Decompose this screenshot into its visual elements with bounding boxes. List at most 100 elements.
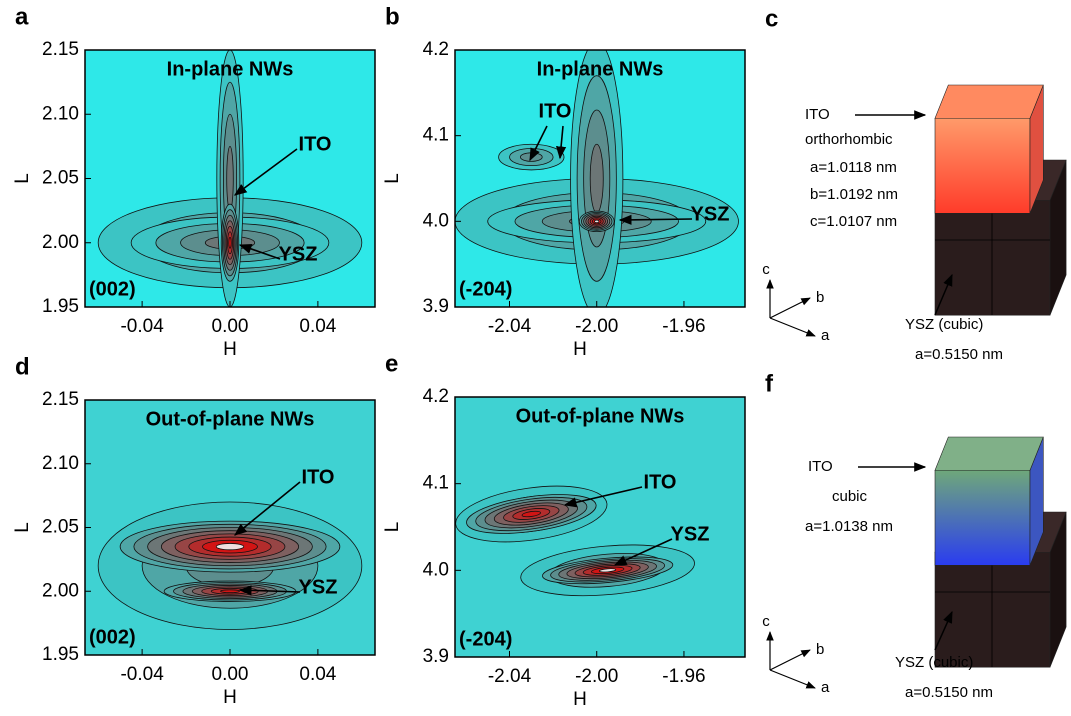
panel-letter: c: [765, 5, 778, 32]
contour-map: [85, 50, 375, 307]
annotation: YSZ: [671, 523, 710, 545]
y-tick-label: 2.05: [42, 517, 79, 538]
film-cube: [934, 117, 1031, 214]
x-tick-label: -0.04: [120, 664, 164, 685]
annotation: YSZ: [299, 576, 338, 598]
axis-label: c: [762, 613, 770, 630]
arrow: [238, 585, 301, 596]
arrow: [555, 125, 567, 160]
contour: [599, 568, 617, 573]
annotation: ITO: [539, 100, 572, 122]
substrate-cube: [934, 551, 1051, 668]
annotation: ITO: [299, 133, 332, 155]
annotation: YSZ: [279, 243, 318, 265]
y-tick-label: 2.05: [42, 168, 79, 189]
ysz-label: YSZ (cubic): [905, 316, 983, 333]
annotation: ITO: [302, 466, 335, 488]
ysz-label: YSZ (cubic): [895, 654, 973, 671]
arrow: [618, 214, 693, 225]
arrow: [934, 610, 953, 651]
arrow: [234, 481, 301, 536]
axis-arrow: [769, 649, 811, 671]
contour: [215, 543, 245, 551]
contour: [220, 589, 240, 594]
panel-tag: (002): [89, 626, 136, 648]
contour-map: [85, 400, 375, 655]
panel-letter: b: [385, 3, 400, 30]
arrow: [563, 486, 643, 508]
y-tick-label: 2.00: [42, 580, 79, 601]
y-tick-label: 2.00: [42, 232, 79, 253]
y-tick-label: 3.9: [423, 296, 449, 317]
y-tick-label: 2.15: [42, 389, 79, 410]
x-tick-label: 0.00: [212, 664, 249, 685]
panel-tag: (002): [89, 278, 136, 300]
substrate-cube: [934, 199, 1051, 316]
y-tick-label: 3.9: [423, 646, 449, 667]
y-axis-label: L: [12, 522, 33, 533]
axis-arrow: [769, 297, 811, 319]
axis-label: a: [821, 327, 830, 344]
ito-label: c=1.0107 nm: [810, 213, 897, 230]
ito-label: ITO: [805, 106, 830, 123]
panel-title: Out-of-plane NWs: [146, 408, 315, 430]
axis-label: a: [821, 679, 830, 696]
axis-arrow: [769, 669, 816, 689]
ito-label: a=1.0118 nm: [810, 159, 897, 176]
arrow: [238, 243, 281, 260]
film-cube: [934, 84, 1044, 119]
y-tick-label: 4.2: [423, 386, 449, 407]
x-tick-label: -2.04: [488, 666, 532, 687]
ysz-label: a=0.5150 nm: [915, 346, 1003, 363]
ito-label: ITO: [808, 458, 833, 475]
arrow: [613, 538, 673, 566]
arrow: [934, 273, 953, 316]
film-cube: [934, 469, 1031, 566]
axis-label: c: [762, 261, 770, 278]
x-tick-label: 0.04: [299, 316, 336, 337]
x-tick-label: 0.04: [299, 664, 336, 685]
panel-title: Out-of-plane NWs: [516, 405, 685, 427]
y-tick-label: 1.95: [42, 644, 79, 665]
contour-map: [455, 50, 745, 307]
y-axis-label: L: [382, 173, 403, 184]
axis-label: b: [816, 641, 824, 658]
y-tick-label: 2.10: [42, 103, 79, 124]
panel-letter: e: [385, 350, 398, 377]
x-axis-label: H: [573, 339, 587, 360]
ito-label: a=1.0138 nm: [805, 518, 893, 535]
panel-title: In-plane NWs: [537, 58, 664, 80]
axis-label: b: [816, 289, 824, 306]
y-tick-label: 4.0: [423, 559, 449, 580]
ito-label: orthorhombic: [805, 131, 893, 148]
contour: [521, 510, 541, 518]
ito-label: b=1.0192 nm: [810, 186, 898, 203]
y-tick-label: 2.15: [42, 39, 79, 60]
x-tick-label: -1.96: [662, 316, 705, 337]
contour: [589, 143, 604, 214]
x-tick-label: -2.04: [488, 316, 532, 337]
plot-frame: [454, 49, 746, 308]
x-tick-label: -1.96: [662, 666, 705, 687]
y-tick-label: 2.10: [42, 453, 79, 474]
annotation: YSZ: [691, 203, 730, 225]
x-tick-label: -2.00: [575, 316, 618, 337]
annotation: ITO: [644, 471, 677, 493]
film-cube: [934, 436, 1044, 471]
arrow: [233, 148, 298, 196]
axis-arrow: [769, 317, 816, 337]
y-tick-label: 4.2: [423, 39, 449, 60]
y-axis-label: L: [12, 173, 33, 184]
ysz-label: a=0.5150 nm: [905, 684, 993, 701]
panel-letter: a: [15, 3, 29, 30]
y-axis-label: L: [382, 522, 403, 533]
ito-label: cubic: [832, 488, 868, 505]
panel-letter: d: [15, 353, 30, 380]
y-tick-label: 4.1: [423, 473, 449, 494]
contour: [228, 236, 232, 249]
contour-map: [455, 397, 745, 657]
y-tick-label: 4.0: [423, 210, 449, 231]
y-tick-label: 1.95: [42, 296, 79, 317]
panel-tag: (-204): [459, 628, 512, 650]
